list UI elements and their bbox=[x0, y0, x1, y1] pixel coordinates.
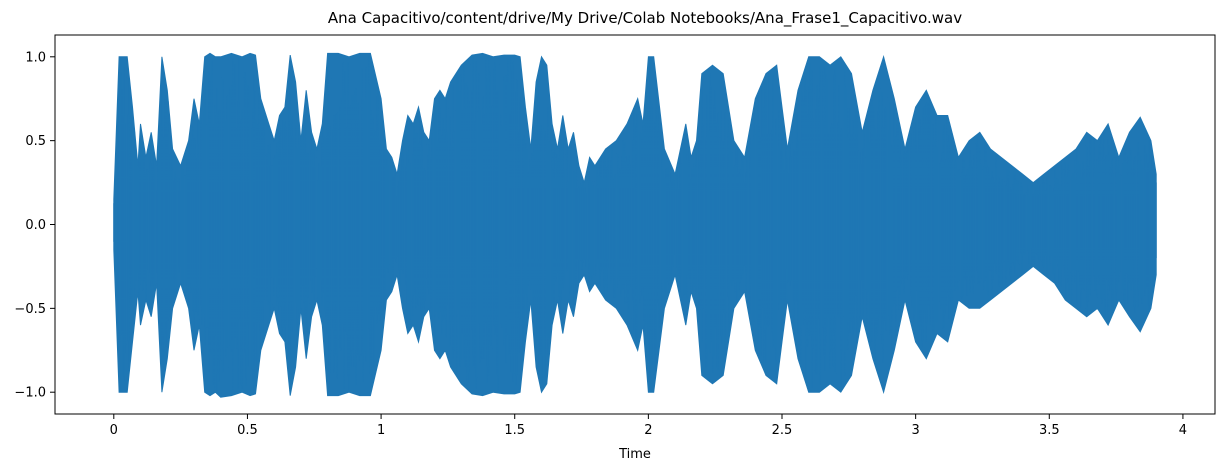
y-tick-label: 1.0 bbox=[25, 50, 46, 65]
x-tick-label: 3.5 bbox=[1039, 423, 1060, 438]
x-tick-label: 4 bbox=[1179, 423, 1187, 438]
x-tick-label: 0 bbox=[110, 423, 118, 438]
y-tick-label: 0.5 bbox=[25, 134, 46, 149]
y-tick-label: −1.0 bbox=[14, 386, 46, 401]
y-tick-label: 0.0 bbox=[25, 218, 46, 233]
x-tick-label: 1.5 bbox=[504, 423, 525, 438]
x-axis-label: Time bbox=[618, 447, 651, 462]
axes: 0 0.5 1 1.5 2 2.5 3 3.5 4 1.0 0.5 0.0 −0.5 −1.0 bbox=[14, 34, 1216, 438]
chart-title: Ana Capacitivo/content/drive/My Drive/Co… bbox=[328, 9, 962, 28]
plot-area bbox=[113, 52, 1157, 398]
x-tick-label: 1 bbox=[377, 423, 385, 438]
y-tick-label: −0.5 bbox=[14, 302, 46, 317]
x-tick-label: 2 bbox=[644, 423, 652, 438]
x-tick-label: 3 bbox=[912, 423, 920, 438]
x-tick-label: 2.5 bbox=[772, 423, 793, 438]
waveform-detail bbox=[113, 56, 1157, 393]
x-tick-label: 0.5 bbox=[237, 423, 258, 438]
